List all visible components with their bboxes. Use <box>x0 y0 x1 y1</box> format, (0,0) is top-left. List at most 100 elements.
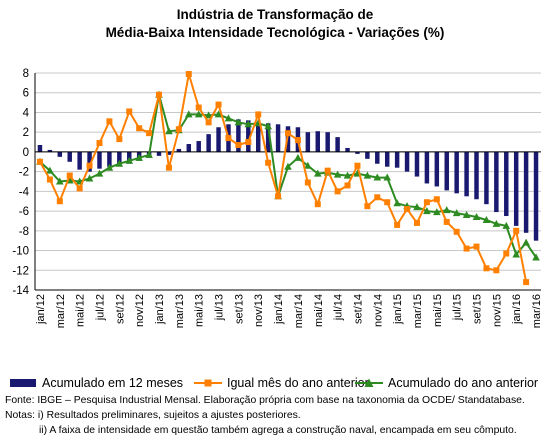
legend: Acumulado em 12 meses Igual mês do ano a… <box>4 376 550 392</box>
x-tick-label: jan/15 <box>392 294 404 325</box>
x-tick-label: nov/12 <box>134 294 146 327</box>
orange-series-point <box>205 119 212 126</box>
bar <box>434 151 440 187</box>
x-tick-label: mar/12 <box>55 294 67 328</box>
x-tick-label: jul/15 <box>452 294 464 321</box>
orange-series-point <box>304 179 311 186</box>
bar <box>117 151 122 165</box>
orange-series-point <box>334 188 341 195</box>
orange-series-point <box>314 201 321 208</box>
bar <box>186 144 192 152</box>
source-note: Fonte: IBGE – Pesquisa Industrial Mensal… <box>5 395 525 406</box>
orange-series-point <box>523 279 530 286</box>
legend-item-bars: Acumulado em 12 meses <box>10 376 183 390</box>
orange-series-point <box>245 139 252 146</box>
x-tick-label: mar/13 <box>174 294 186 328</box>
orange-series-point <box>106 118 113 125</box>
orange-series-point <box>126 108 133 115</box>
y-tick-label: 6 <box>23 88 29 100</box>
orange-series-point <box>275 193 282 200</box>
orange-series-point <box>265 159 272 166</box>
bar <box>494 151 499 213</box>
green-series-point <box>165 127 173 135</box>
green-series-point <box>413 203 421 211</box>
y-tick-label: -14 <box>12 285 29 297</box>
x-tick-label: set/14 <box>352 294 364 324</box>
green-series-point <box>343 171 352 179</box>
green-series-point <box>244 120 253 128</box>
note-ii: ii) A faixa de intensidade em questão ta… <box>39 425 517 436</box>
y-tick-label: 2 <box>23 127 29 139</box>
note-i: Notas: i) Resultados preliminares, sujei… <box>5 410 301 421</box>
orange-series-point <box>294 137 301 144</box>
green-series-point <box>284 162 292 170</box>
orange-series-point <box>165 164 172 171</box>
bar <box>156 151 162 156</box>
bar <box>444 151 449 191</box>
chart-area: 8 6 4 2 0 -2 -4 -6 -8 -10 -12 -14 jan/12 mar/12 mai/1… <box>12 68 543 328</box>
bar <box>404 151 410 172</box>
bar <box>256 122 261 152</box>
legend-label-green: Acumulado do ano anterior <box>388 376 539 390</box>
y-tick-label: -6 <box>19 206 29 218</box>
orange-series-point <box>374 194 381 201</box>
bar <box>414 151 420 177</box>
orange-series-point <box>96 140 103 147</box>
x-tick-label: nov/15 <box>491 294 503 327</box>
orange-series-point <box>76 185 83 192</box>
x-tick-label: mai/12 <box>75 294 87 327</box>
bar <box>176 148 182 152</box>
green-series-point <box>224 114 233 122</box>
orange-series-point <box>433 196 440 203</box>
x-tick-label: jan/13 <box>154 294 166 325</box>
green-series-point <box>482 215 491 223</box>
green-series-point <box>294 153 302 161</box>
green-series-point <box>363 171 372 179</box>
bar <box>474 151 479 200</box>
bar <box>365 151 370 159</box>
x-tick-label: mai/13 <box>194 294 206 327</box>
green-series-point <box>373 173 382 181</box>
orange-series-point <box>56 198 63 205</box>
orange-series-point <box>324 167 331 174</box>
orange-series-line <box>39 73 528 283</box>
x-tick-label: jul/14 <box>333 294 345 321</box>
legend-item-orange: Igual mês do ano anterior <box>193 376 369 390</box>
x-tick-label: set/13 <box>233 294 245 324</box>
orange-series-point <box>453 228 460 235</box>
bar <box>246 120 251 152</box>
axes <box>34 73 541 291</box>
bar <box>97 151 102 169</box>
orange-series-point <box>116 136 123 143</box>
orange-series-point <box>146 130 153 137</box>
x-tick-label: set/12 <box>114 294 126 324</box>
green-series-point <box>462 211 471 219</box>
x-tick-label: jul/13 <box>214 294 226 321</box>
line-series <box>36 70 540 286</box>
orange-series-point <box>344 182 351 189</box>
orange-series-point <box>136 125 143 132</box>
green-series-point <box>46 166 54 174</box>
green-series-point <box>383 173 392 181</box>
green-series-point <box>393 199 401 207</box>
bar <box>384 151 390 167</box>
bar <box>484 151 489 205</box>
bar <box>236 119 241 152</box>
x-tick-label: set/15 <box>472 294 484 324</box>
green-series-point <box>532 253 540 261</box>
orange-series-point <box>423 199 430 206</box>
orange-series-point <box>255 111 262 118</box>
x-tick-label: mar/14 <box>293 294 305 328</box>
y-tick-label: -2 <box>19 167 29 179</box>
bar <box>77 151 82 170</box>
bar <box>355 151 360 154</box>
green-series-point <box>472 213 481 221</box>
green-series-point <box>115 159 124 167</box>
y-tick-label: -4 <box>19 186 30 198</box>
green-series-point <box>452 209 461 217</box>
orange-series-point <box>413 219 420 226</box>
bar <box>315 131 320 152</box>
orange-series-point <box>156 91 163 98</box>
x-tick-label: mai/15 <box>432 294 444 327</box>
bar <box>523 151 529 233</box>
